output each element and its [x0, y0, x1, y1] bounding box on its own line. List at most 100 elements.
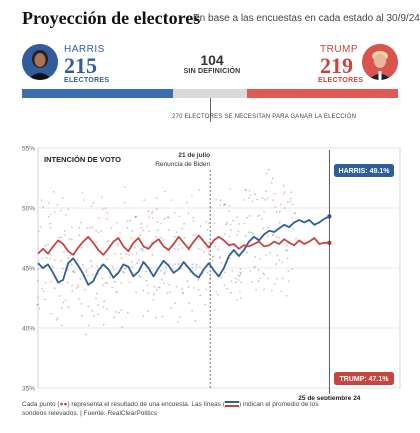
poll-dot	[170, 307, 173, 310]
poll-dot	[96, 313, 99, 316]
y-tick-label: 45%	[22, 266, 35, 273]
poll-dot	[87, 324, 90, 327]
poll-dot	[163, 272, 166, 275]
poll-dot	[213, 222, 216, 225]
poll-dot	[77, 284, 79, 287]
poll-dot	[178, 244, 180, 246]
poll-dot	[59, 259, 62, 262]
poll-dot	[225, 223, 227, 226]
poll-dot	[64, 299, 67, 302]
poll-dot	[193, 287, 195, 289]
poll-dot	[87, 305, 90, 308]
poll-dot	[194, 320, 197, 322]
poll-dot	[163, 190, 166, 193]
poll-dot	[151, 212, 153, 215]
poll-dot	[130, 261, 133, 264]
poll-dot	[133, 246, 136, 249]
poll-dot	[79, 221, 82, 224]
poll-dot	[159, 222, 162, 225]
poll-dot	[253, 266, 256, 269]
poll-dot	[278, 236, 281, 239]
poll-dot	[275, 277, 278, 280]
poll-dot	[237, 279, 240, 281]
poll-dot	[71, 290, 74, 292]
poll-dot	[256, 198, 258, 201]
poll-dot	[68, 237, 71, 240]
trump-end-label-box	[334, 372, 394, 385]
poll-dot	[39, 225, 42, 228]
majority-label: 270 ELECTORES SE NECESITAN PARA GANAR LA…	[172, 114, 357, 120]
poll-dot	[168, 251, 171, 253]
poll-dot	[167, 229, 170, 231]
poll-dot	[101, 208, 104, 211]
poll-dot	[47, 216, 50, 218]
poll-dot	[205, 246, 208, 249]
poll-dot	[229, 229, 232, 231]
poll-dot	[49, 222, 51, 225]
poll-dot	[195, 268, 198, 271]
poll-dot	[116, 290, 118, 293]
poll-dot	[102, 284, 104, 287]
poll-dot	[267, 226, 270, 229]
poll-dot	[243, 222, 246, 225]
poll-dot	[287, 280, 290, 283]
poll-dot	[61, 267, 64, 270]
poll-dot	[44, 298, 46, 301]
poll-dot	[267, 168, 270, 171]
poll-dot	[159, 269, 162, 272]
trump-trend-line	[37, 234, 330, 256]
poll-dot	[237, 230, 240, 233]
poll-dot	[73, 271, 76, 274]
poll-dot	[244, 188, 246, 191]
today-label: 25 de septiembre 24	[298, 395, 361, 400]
poll-dot	[79, 278, 82, 280]
poll-dot	[56, 317, 59, 319]
poll-dot	[70, 263, 73, 266]
poll-dot	[230, 280, 233, 283]
poll-dot	[269, 251, 271, 254]
poll-dot	[116, 244, 119, 247]
poll-dot	[244, 235, 247, 238]
poll-dot	[56, 204, 59, 206]
poll-dot	[242, 198, 245, 201]
poll-dot	[199, 266, 201, 269]
poll-dot	[172, 264, 174, 267]
poll-dot	[62, 301, 65, 304]
poll-dot	[207, 253, 210, 255]
poll-dot	[223, 203, 226, 205]
poll-dot	[249, 269, 252, 272]
poll-dot	[262, 227, 265, 230]
poll-dot	[71, 284, 73, 287]
poll-dot	[122, 271, 125, 274]
poll-dot	[256, 215, 259, 218]
poll-dot	[37, 230, 40, 233]
poll-dot	[168, 283, 171, 286]
poll-dot	[123, 267, 126, 270]
poll-dot	[255, 289, 257, 291]
poll-dot	[181, 227, 184, 230]
poll-dot	[191, 194, 193, 197]
poll-dot	[54, 259, 56, 262]
poll-dot	[143, 199, 146, 201]
poll-dot	[142, 289, 145, 292]
trump-avatar	[362, 44, 398, 80]
poll-dot	[270, 181, 273, 184]
poll-dot	[248, 197, 250, 199]
poll-dot	[152, 298, 155, 301]
poll-dot	[113, 281, 116, 283]
poll-dot	[120, 257, 123, 260]
trump-electors: 219	[320, 53, 353, 78]
poll-dot	[178, 215, 181, 218]
y-tick-label: 35%	[22, 386, 35, 393]
poll-dot	[188, 302, 190, 304]
poll-dot	[52, 265, 54, 268]
poll-dot	[85, 333, 87, 336]
poll-dot	[82, 263, 84, 266]
poll-dot	[261, 197, 264, 200]
poll-dot	[266, 235, 269, 238]
poll-dot	[275, 263, 278, 266]
poll-dot	[275, 211, 278, 214]
poll-dot	[228, 257, 231, 260]
poll-dot	[135, 215, 138, 218]
poll-dot	[215, 198, 218, 201]
